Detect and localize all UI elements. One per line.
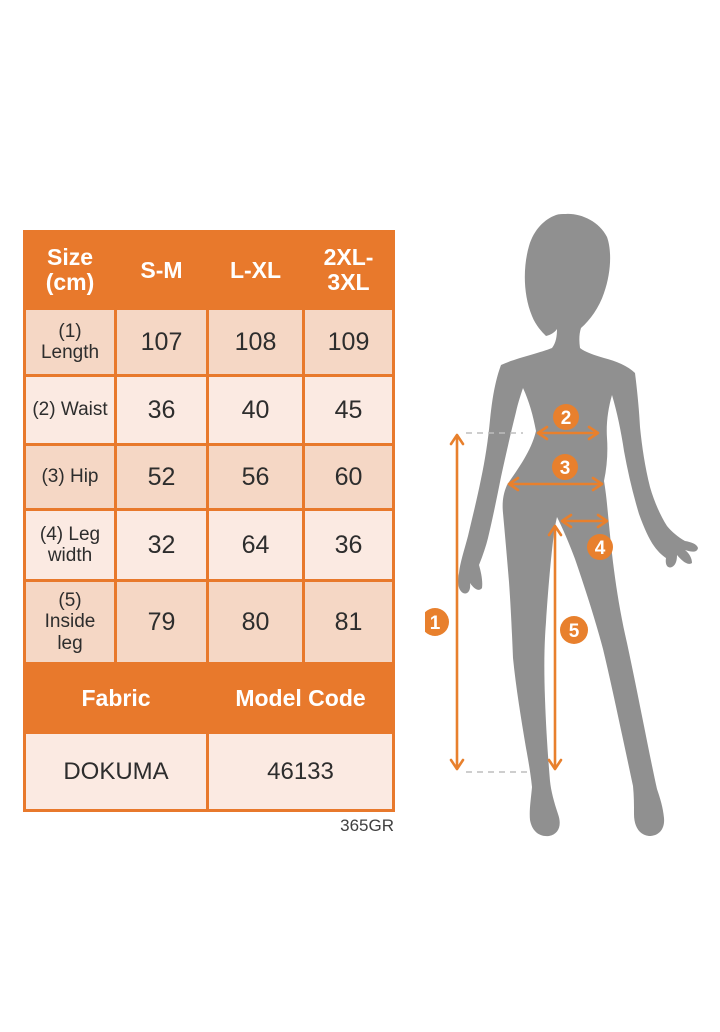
value-hip-2xl-3xl: 60 <box>305 446 392 508</box>
marker-5-badge: 5 <box>560 616 588 644</box>
marker-5-number: 5 <box>569 621 580 642</box>
value-leg-width-2xl-3xl: 36 <box>305 511 392 579</box>
value-length-s-m: 107 <box>117 310 206 374</box>
row-label-leg-width: (4) Leg width <box>26 511 114 579</box>
row-label-hip: (3) Hip <box>26 446 114 508</box>
value-hip-l-xl: 56 <box>209 446 302 508</box>
female-silhouette <box>458 213 698 837</box>
marker-1-number: 1 <box>430 613 441 634</box>
row-label-inside-leg: (5) Inside leg <box>26 582 114 662</box>
value-leg-width-l-xl: 64 <box>209 511 302 579</box>
column-header-s-m: S-M <box>140 256 183 283</box>
row-label-length: (1) Length <box>26 310 114 374</box>
value-leg-width-s-m: 32 <box>117 511 206 579</box>
marker-2-number: 2 <box>561 408 572 429</box>
marker-1-badge: 1 <box>425 608 449 636</box>
model-code-value: 46133 <box>209 734 392 809</box>
value-hip-s-m: 52 <box>117 446 206 508</box>
size-table: Size (cm) S-M L-XL 2XL-3XL (1) Length 10… <box>23 230 395 812</box>
waist-measure-arrow <box>536 425 600 441</box>
value-inside-leg-s-m: 79 <box>117 582 206 662</box>
leg-width-measure-arrow <box>560 513 609 529</box>
inside-leg-measure-arrow <box>547 524 563 771</box>
marker-4-badge: 4 <box>587 534 613 560</box>
value-inside-leg-2xl-3xl: 81 <box>305 582 392 662</box>
fabric-value: DOKUMA <box>26 734 206 809</box>
value-inside-leg-l-xl: 80 <box>209 582 302 662</box>
value-waist-l-xl: 40 <box>209 377 302 443</box>
hip-measure-arrow <box>507 476 604 492</box>
marker-2-badge: 2 <box>553 404 579 430</box>
column-header-2xl-3xl: 2XL-3XL <box>323 244 374 295</box>
marker-3-badge: 3 <box>552 454 578 480</box>
row-label-waist: (2) Waist <box>26 377 114 443</box>
body-measurement-diagram: 1 2 3 4 5 <box>425 213 698 837</box>
fabric-header: Fabric <box>81 684 151 711</box>
length-measure-arrow <box>449 433 465 771</box>
column-header-l-xl: L-XL <box>229 256 282 283</box>
model-code-header: Model Code <box>235 684 366 711</box>
marker-4-number: 4 <box>595 538 606 559</box>
column-header-size-cm: Size (cm) <box>45 244 95 295</box>
weight-note: 365GR <box>340 816 394 835</box>
value-length-2xl-3xl: 109 <box>305 310 392 374</box>
value-length-l-xl: 108 <box>209 310 302 374</box>
marker-3-number: 3 <box>560 458 571 479</box>
value-waist-2xl-3xl: 45 <box>305 377 392 443</box>
value-waist-s-m: 36 <box>117 377 206 443</box>
